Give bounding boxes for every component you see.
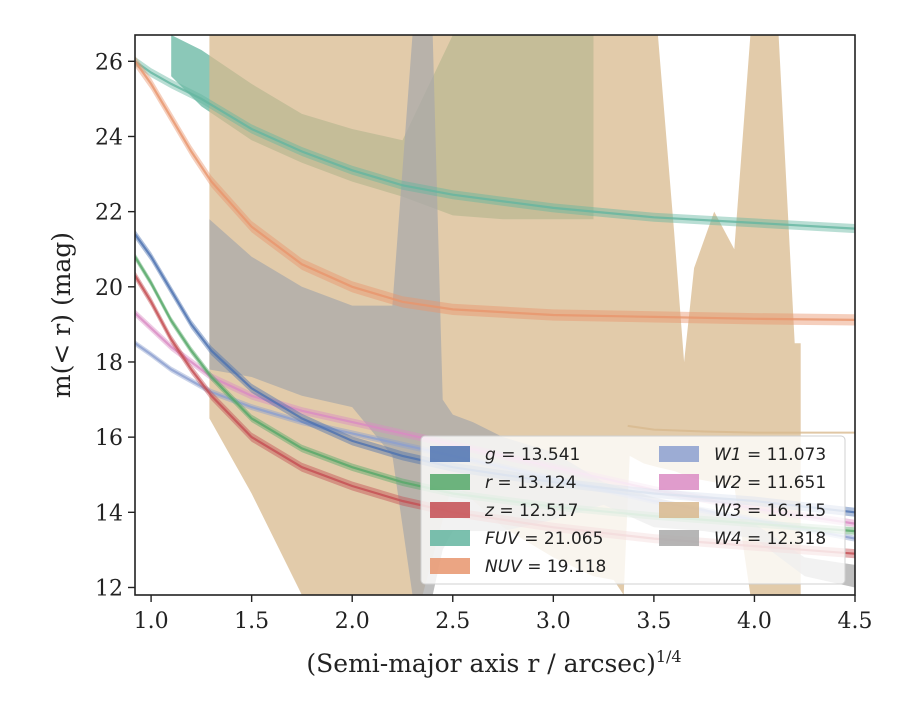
legend-box — [420, 435, 846, 585]
legend-swatch-w4 — [659, 530, 699, 546]
legend-series-name: NUV — [485, 557, 523, 577]
legend-series-name: W1 — [714, 445, 742, 465]
line-nuv — [135, 60, 855, 321]
legend-swatch-w1 — [659, 446, 699, 462]
band-fuv — [135, 56, 855, 234]
legend-swatch-w2 — [659, 474, 699, 490]
y-tick-label: 18 — [95, 351, 123, 376]
legend-series-name: r — [485, 473, 493, 493]
legend-series-name: W2 — [714, 473, 742, 493]
y-tick-label: 12 — [95, 576, 123, 601]
x-axis-title-superscript: 1/4 — [656, 647, 682, 666]
x-tick-label: 4.5 — [838, 609, 873, 634]
legend-swatch-r — [430, 474, 470, 490]
x-tick-label: 3.5 — [636, 609, 671, 634]
x-axis-title: (Semi-major axis r / arcsec)1/4 — [306, 647, 681, 678]
legend-series-value: = 16.115 — [742, 501, 827, 521]
y-tick-label: 26 — [95, 50, 123, 75]
line-fuv — [135, 60, 855, 230]
legend-series-name: g — [485, 445, 496, 465]
y-tick-label: 22 — [95, 201, 123, 226]
y-axis-title: m(< r) (mag) — [47, 232, 76, 398]
x-tick-label: 2.0 — [335, 609, 370, 634]
legend-series-value: = 12.318 — [742, 529, 827, 549]
legend-series-value: = 11.651 — [742, 473, 827, 493]
legend-label-w2: W2 = 11.651 — [714, 473, 826, 493]
legend-swatch-nuv — [430, 558, 470, 574]
legend-series-value: = 21.065 — [519, 529, 604, 549]
x-tick-label: 2.5 — [435, 609, 470, 634]
legend-series-name: W4 — [714, 529, 742, 549]
x-axis-title-text: (Semi-major axis r / arcsec) — [306, 649, 655, 678]
legend-series-value: = 13.541 — [496, 445, 581, 465]
legend-swatch-fuv — [430, 530, 470, 546]
x-tick-label: 4.0 — [737, 609, 772, 634]
x-axis: 1.0 1.5 2.0 2.5 3.0 3.5 4.0 4.5 — [134, 595, 873, 634]
plot-frame — [134, 34, 856, 596]
legend-label-w1: W1 = 11.073 — [714, 445, 826, 465]
legend-series-value: = 19.118 — [522, 557, 607, 577]
y-tick-label: 20 — [95, 276, 123, 301]
line-w3 — [627, 424, 855, 434]
legend-label-g: g = 13.541 — [485, 445, 580, 465]
x-tick-label: 1.0 — [134, 609, 169, 634]
legend-label-w3: W3 = 16.115 — [714, 501, 826, 521]
legend-series-value: = 11.073 — [742, 445, 827, 465]
y-tick-label: 24 — [95, 125, 123, 150]
legend-series-name: FUV — [485, 529, 520, 549]
legend-label-nuv: NUV = 19.118 — [485, 557, 606, 577]
legend-series-value: = 13.124 — [492, 473, 577, 493]
legend-swatch-w3 — [659, 502, 699, 518]
legend-series-value: = 12.517 — [494, 501, 579, 521]
legend-series-name: W3 — [714, 501, 742, 521]
legend-label-r: r = 13.124 — [485, 473, 577, 493]
y-axis: 12 14 16 18 20 22 24 26 — [95, 50, 135, 601]
legend-label-z: z = 12.517 — [484, 501, 578, 521]
legend-label-fuv: FUV = 21.065 — [485, 529, 603, 549]
legend-label-w4: W4 = 12.318 — [714, 529, 826, 549]
legend-series-name: z — [484, 501, 495, 521]
x-tick-label: 3.0 — [536, 609, 571, 634]
x-tick-label: 1.5 — [234, 609, 269, 634]
legend-swatch-g — [430, 446, 470, 462]
legend-swatch-z — [430, 502, 470, 518]
y-tick-label: 14 — [95, 501, 123, 526]
y-tick-label: 16 — [95, 426, 123, 451]
